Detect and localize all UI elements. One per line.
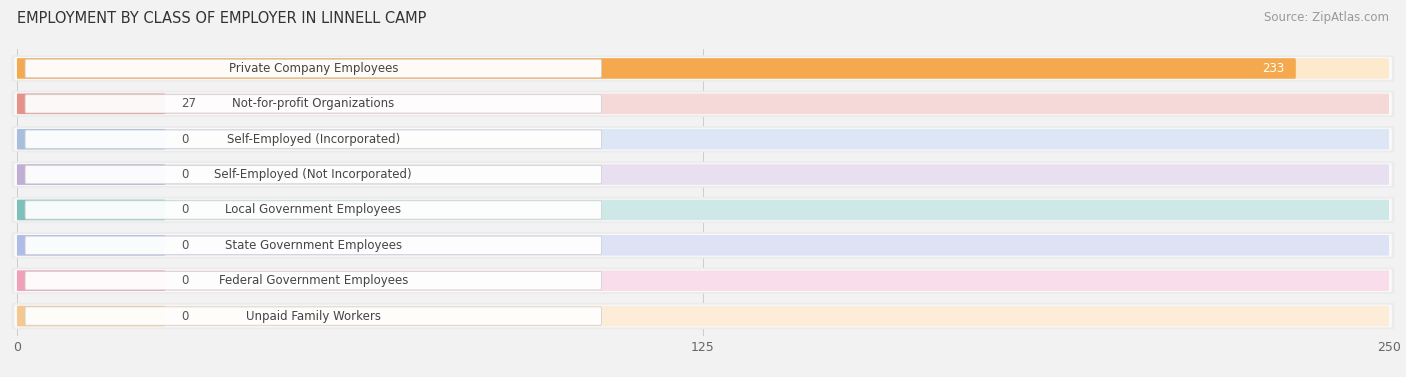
FancyBboxPatch shape	[17, 306, 165, 326]
FancyBboxPatch shape	[17, 164, 165, 185]
Text: Source: ZipAtlas.com: Source: ZipAtlas.com	[1264, 11, 1389, 24]
Text: 0: 0	[181, 133, 188, 146]
FancyBboxPatch shape	[17, 270, 165, 291]
FancyBboxPatch shape	[14, 305, 1392, 328]
FancyBboxPatch shape	[25, 271, 602, 290]
FancyBboxPatch shape	[11, 91, 1395, 117]
FancyBboxPatch shape	[17, 129, 165, 149]
FancyBboxPatch shape	[17, 270, 1389, 291]
FancyBboxPatch shape	[11, 268, 1395, 294]
FancyBboxPatch shape	[11, 197, 1395, 223]
FancyBboxPatch shape	[17, 200, 1389, 220]
Text: 0: 0	[181, 310, 188, 323]
FancyBboxPatch shape	[17, 235, 1389, 256]
FancyBboxPatch shape	[11, 303, 1395, 329]
FancyBboxPatch shape	[14, 269, 1392, 292]
FancyBboxPatch shape	[11, 126, 1395, 152]
Text: 27: 27	[181, 97, 197, 110]
Text: Self-Employed (Not Incorporated): Self-Employed (Not Incorporated)	[215, 168, 412, 181]
FancyBboxPatch shape	[17, 200, 165, 220]
FancyBboxPatch shape	[14, 128, 1392, 150]
FancyBboxPatch shape	[25, 130, 602, 149]
Text: 0: 0	[181, 204, 188, 216]
FancyBboxPatch shape	[25, 95, 602, 113]
Text: Not-for-profit Organizations: Not-for-profit Organizations	[232, 97, 395, 110]
Text: EMPLOYMENT BY CLASS OF EMPLOYER IN LINNELL CAMP: EMPLOYMENT BY CLASS OF EMPLOYER IN LINNE…	[17, 11, 426, 26]
Text: 0: 0	[181, 168, 188, 181]
FancyBboxPatch shape	[14, 57, 1392, 80]
FancyBboxPatch shape	[25, 236, 602, 254]
FancyBboxPatch shape	[11, 55, 1395, 81]
Text: 233: 233	[1263, 62, 1285, 75]
Text: State Government Employees: State Government Employees	[225, 239, 402, 252]
FancyBboxPatch shape	[14, 199, 1392, 221]
Text: 0: 0	[181, 274, 188, 287]
Text: Federal Government Employees: Federal Government Employees	[218, 274, 408, 287]
FancyBboxPatch shape	[14, 92, 1392, 115]
FancyBboxPatch shape	[25, 166, 602, 184]
Text: Local Government Employees: Local Government Employees	[225, 204, 401, 216]
FancyBboxPatch shape	[25, 59, 602, 78]
FancyBboxPatch shape	[17, 129, 1389, 149]
FancyBboxPatch shape	[25, 307, 602, 325]
FancyBboxPatch shape	[11, 161, 1395, 188]
Text: Unpaid Family Workers: Unpaid Family Workers	[246, 310, 381, 323]
Text: Private Company Employees: Private Company Employees	[229, 62, 398, 75]
FancyBboxPatch shape	[17, 93, 165, 114]
Text: 0: 0	[181, 239, 188, 252]
FancyBboxPatch shape	[17, 93, 1389, 114]
FancyBboxPatch shape	[17, 235, 165, 256]
FancyBboxPatch shape	[25, 201, 602, 219]
Text: Self-Employed (Incorporated): Self-Employed (Incorporated)	[226, 133, 399, 146]
FancyBboxPatch shape	[11, 232, 1395, 258]
FancyBboxPatch shape	[17, 58, 1296, 79]
FancyBboxPatch shape	[17, 164, 1389, 185]
FancyBboxPatch shape	[17, 58, 1389, 79]
FancyBboxPatch shape	[14, 234, 1392, 257]
FancyBboxPatch shape	[17, 306, 1389, 326]
FancyBboxPatch shape	[14, 163, 1392, 186]
